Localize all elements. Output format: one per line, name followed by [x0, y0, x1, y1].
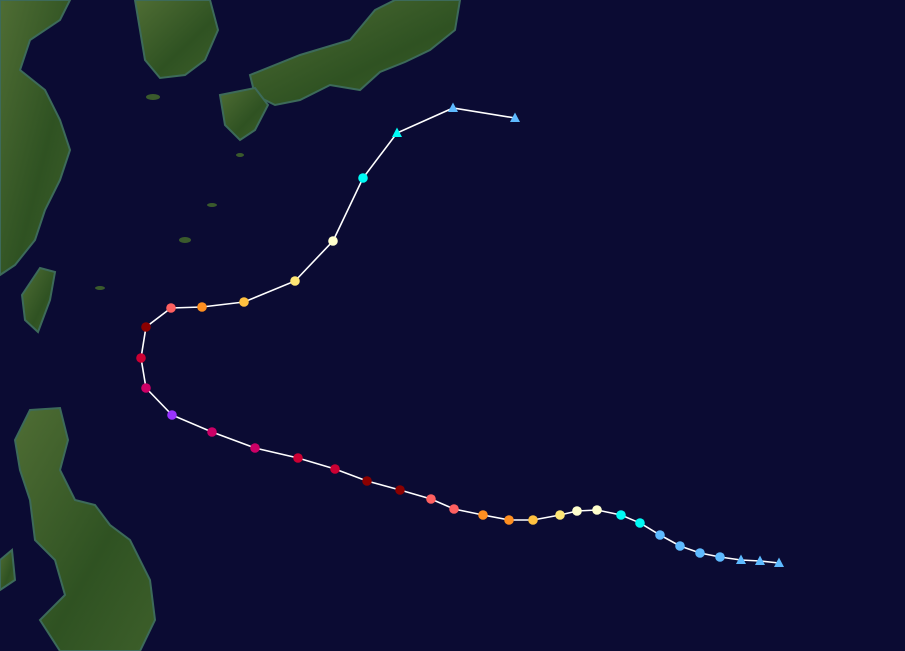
- taiwan: [20, 266, 57, 334]
- track-point: [426, 494, 436, 504]
- track-point: [675, 541, 685, 551]
- track-point: [293, 453, 303, 463]
- track-triangle: [510, 112, 520, 122]
- china: [0, 0, 72, 277]
- track-point: [141, 322, 151, 332]
- small-islands: [95, 94, 244, 290]
- track-triangle: [448, 102, 458, 112]
- honshu: [248, 0, 462, 107]
- track-point: [528, 515, 538, 525]
- track-point: [197, 302, 207, 312]
- track-point: [358, 173, 368, 183]
- track-point: [695, 548, 705, 558]
- track-point: [449, 504, 459, 514]
- track-point: [362, 476, 372, 486]
- track-point: [555, 510, 565, 520]
- track-point: [166, 303, 176, 313]
- track-triangle: [736, 554, 746, 564]
- track-point: [504, 515, 514, 525]
- island: [0, 548, 17, 592]
- kyushu: [218, 86, 270, 142]
- track-point: [572, 506, 582, 516]
- korea: [133, 0, 220, 80]
- track-point: [655, 530, 665, 540]
- track-point: [239, 297, 249, 307]
- track-point: [616, 510, 626, 520]
- land: [0, 0, 462, 651]
- track-triangle: [392, 127, 402, 137]
- track-point: [330, 464, 340, 474]
- track-point: [167, 410, 177, 420]
- track-point: [715, 552, 725, 562]
- track-point: [395, 485, 405, 495]
- storm-track: [136, 102, 784, 567]
- track-triangle: [755, 555, 765, 565]
- track-point: [635, 518, 645, 528]
- track-point: [290, 276, 300, 286]
- track-triangle: [774, 557, 784, 567]
- track-point: [141, 383, 151, 393]
- track-point: [592, 505, 602, 515]
- track-point: [136, 353, 146, 363]
- track-point: [328, 236, 338, 246]
- track-point: [478, 510, 488, 520]
- track-point: [250, 443, 260, 453]
- philippines: [13, 406, 157, 651]
- track-point: [207, 427, 217, 437]
